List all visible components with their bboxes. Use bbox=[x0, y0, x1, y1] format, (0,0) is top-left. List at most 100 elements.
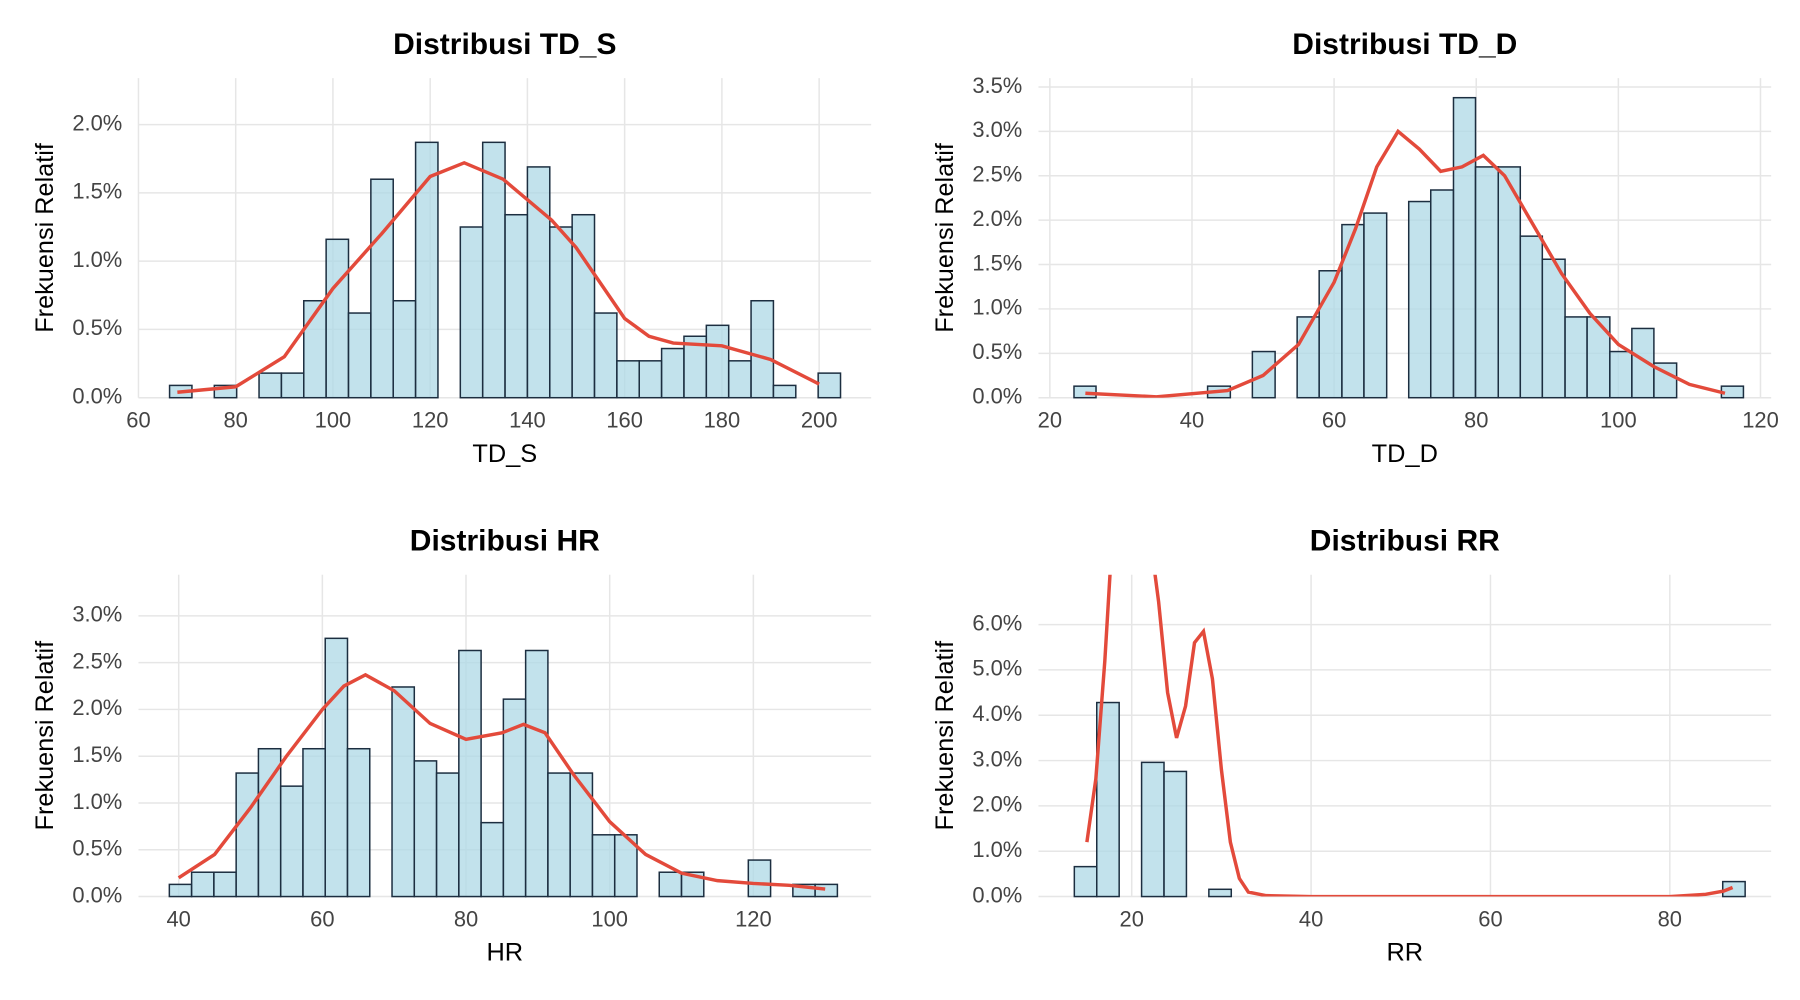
x-tick-label: 100 bbox=[1600, 408, 1637, 433]
y-axis-title: Frekuensi Relatif bbox=[31, 142, 59, 333]
y-tick-label: 3.0% bbox=[972, 746, 1022, 771]
bar bbox=[747, 859, 772, 898]
x-tick-label: 40 bbox=[1299, 906, 1323, 931]
y-tick-label: 1.0% bbox=[972, 295, 1022, 320]
bar bbox=[480, 821, 505, 898]
y-tick-label: 5.0% bbox=[972, 656, 1022, 681]
x-tick-label: 200 bbox=[801, 408, 838, 433]
bar bbox=[1429, 189, 1455, 399]
x-tick-label: 40 bbox=[166, 906, 190, 931]
bar bbox=[458, 649, 482, 898]
bar bbox=[413, 760, 438, 898]
x-axis-title: HR bbox=[486, 939, 523, 967]
chart-title: Distribusi RR bbox=[1310, 524, 1500, 557]
bar bbox=[325, 238, 350, 399]
bar bbox=[569, 772, 594, 898]
bar bbox=[213, 871, 237, 898]
bar bbox=[459, 226, 484, 399]
bar bbox=[1363, 212, 1388, 399]
x-tick-label: 180 bbox=[704, 408, 741, 433]
x-axis-title: TD_S bbox=[472, 440, 537, 468]
y-tick-label: 3.5% bbox=[972, 73, 1022, 98]
bar bbox=[547, 772, 571, 898]
bar bbox=[1140, 761, 1165, 898]
bar bbox=[727, 360, 752, 399]
y-tick-label: 3.0% bbox=[72, 602, 122, 627]
y-tick-label: 1.0% bbox=[72, 247, 122, 272]
density-line bbox=[1085, 574, 1734, 897]
x-tick-label: 160 bbox=[606, 408, 643, 433]
y-tick-label: 2.0% bbox=[972, 792, 1022, 817]
bar bbox=[1474, 166, 1500, 399]
bar bbox=[392, 299, 417, 399]
y-tick-label: 2.5% bbox=[972, 162, 1022, 187]
bar bbox=[524, 649, 549, 898]
bar bbox=[1721, 880, 1746, 898]
x-tick-label: 60 bbox=[126, 408, 150, 433]
x-axis-title: TD_D bbox=[1372, 440, 1438, 468]
y-axis-title: Frekuensi Relatif bbox=[931, 640, 959, 831]
x-tick-label: 60 bbox=[310, 906, 334, 931]
bar bbox=[1497, 166, 1522, 399]
panel: Distribusi TD_D TD_D Frekuensi Relatif 0.0%… bbox=[931, 28, 1779, 468]
bar bbox=[1653, 362, 1678, 399]
x-tick-label: 80 bbox=[454, 906, 478, 931]
y-tick-label: 0.0% bbox=[72, 384, 122, 409]
bar bbox=[705, 324, 730, 399]
y-axis-title: Frekuensi Relatif bbox=[31, 640, 59, 831]
bar bbox=[280, 372, 305, 399]
x-tick-label: 80 bbox=[1464, 408, 1488, 433]
x-tick-label: 80 bbox=[1658, 906, 1682, 931]
bar bbox=[1073, 865, 1098, 898]
x-tick-label: 140 bbox=[509, 408, 546, 433]
bar bbox=[391, 686, 416, 898]
y-tick-label: 0.0% bbox=[972, 384, 1022, 409]
y-tick-label: 1.5% bbox=[72, 742, 122, 767]
bar bbox=[279, 785, 304, 898]
density-line bbox=[177, 160, 820, 394]
y-tick-label: 0.5% bbox=[972, 339, 1022, 364]
y-axis-title: Frekuensi Relatif bbox=[931, 142, 959, 333]
chart-title: Distribusi TD_D bbox=[1292, 28, 1517, 61]
bar bbox=[1407, 200, 1432, 399]
y-tick-label: 1.0% bbox=[72, 789, 122, 814]
bar bbox=[817, 372, 842, 399]
x-tick-label: 120 bbox=[735, 906, 772, 931]
y-tick-label: 0.5% bbox=[72, 836, 122, 861]
bar bbox=[190, 871, 215, 898]
bar bbox=[435, 772, 460, 898]
bar bbox=[1163, 770, 1188, 898]
bar bbox=[1208, 888, 1233, 898]
bar bbox=[814, 883, 839, 898]
y-tick-label: 3.0% bbox=[972, 117, 1022, 142]
x-tick-label: 120 bbox=[1742, 408, 1779, 433]
bar bbox=[660, 347, 685, 399]
bar bbox=[1519, 235, 1544, 399]
bar bbox=[591, 834, 616, 898]
bar bbox=[235, 772, 260, 898]
x-tick-label: 20 bbox=[1120, 906, 1144, 931]
bar bbox=[549, 226, 573, 399]
x-tick-label: 100 bbox=[315, 408, 352, 433]
bar bbox=[1073, 385, 1097, 399]
y-tick-label: 0.0% bbox=[972, 882, 1022, 907]
panel: Distribusi RR RR Frekuensi Relatif 0.0% 1.0%… bbox=[931, 524, 1772, 967]
bar bbox=[593, 312, 618, 399]
y-tick-label: 0.5% bbox=[72, 315, 122, 340]
x-tick-label: 60 bbox=[1478, 906, 1502, 931]
y-tick-label: 6.0% bbox=[972, 610, 1022, 635]
y-tick-label: 2.0% bbox=[972, 206, 1022, 231]
y-tick-label: 2.5% bbox=[72, 648, 122, 673]
y-tick-label: 4.0% bbox=[972, 701, 1022, 726]
y-tick-label: 1.5% bbox=[72, 179, 122, 204]
bar bbox=[324, 637, 349, 898]
chart-title: Distribusi TD_S bbox=[393, 28, 616, 61]
panel: Distribusi TD_S TD_S Frekuensi Relatif 0.0%… bbox=[31, 28, 872, 468]
x-tick-label: 20 bbox=[1038, 408, 1062, 433]
bar bbox=[638, 360, 663, 399]
bar bbox=[370, 178, 394, 399]
bar bbox=[258, 372, 283, 399]
bar bbox=[414, 141, 439, 399]
panel: Distribusi HR HR Frekuensi Relatif 0.0% 0.5%… bbox=[31, 524, 872, 967]
bar bbox=[658, 871, 683, 898]
